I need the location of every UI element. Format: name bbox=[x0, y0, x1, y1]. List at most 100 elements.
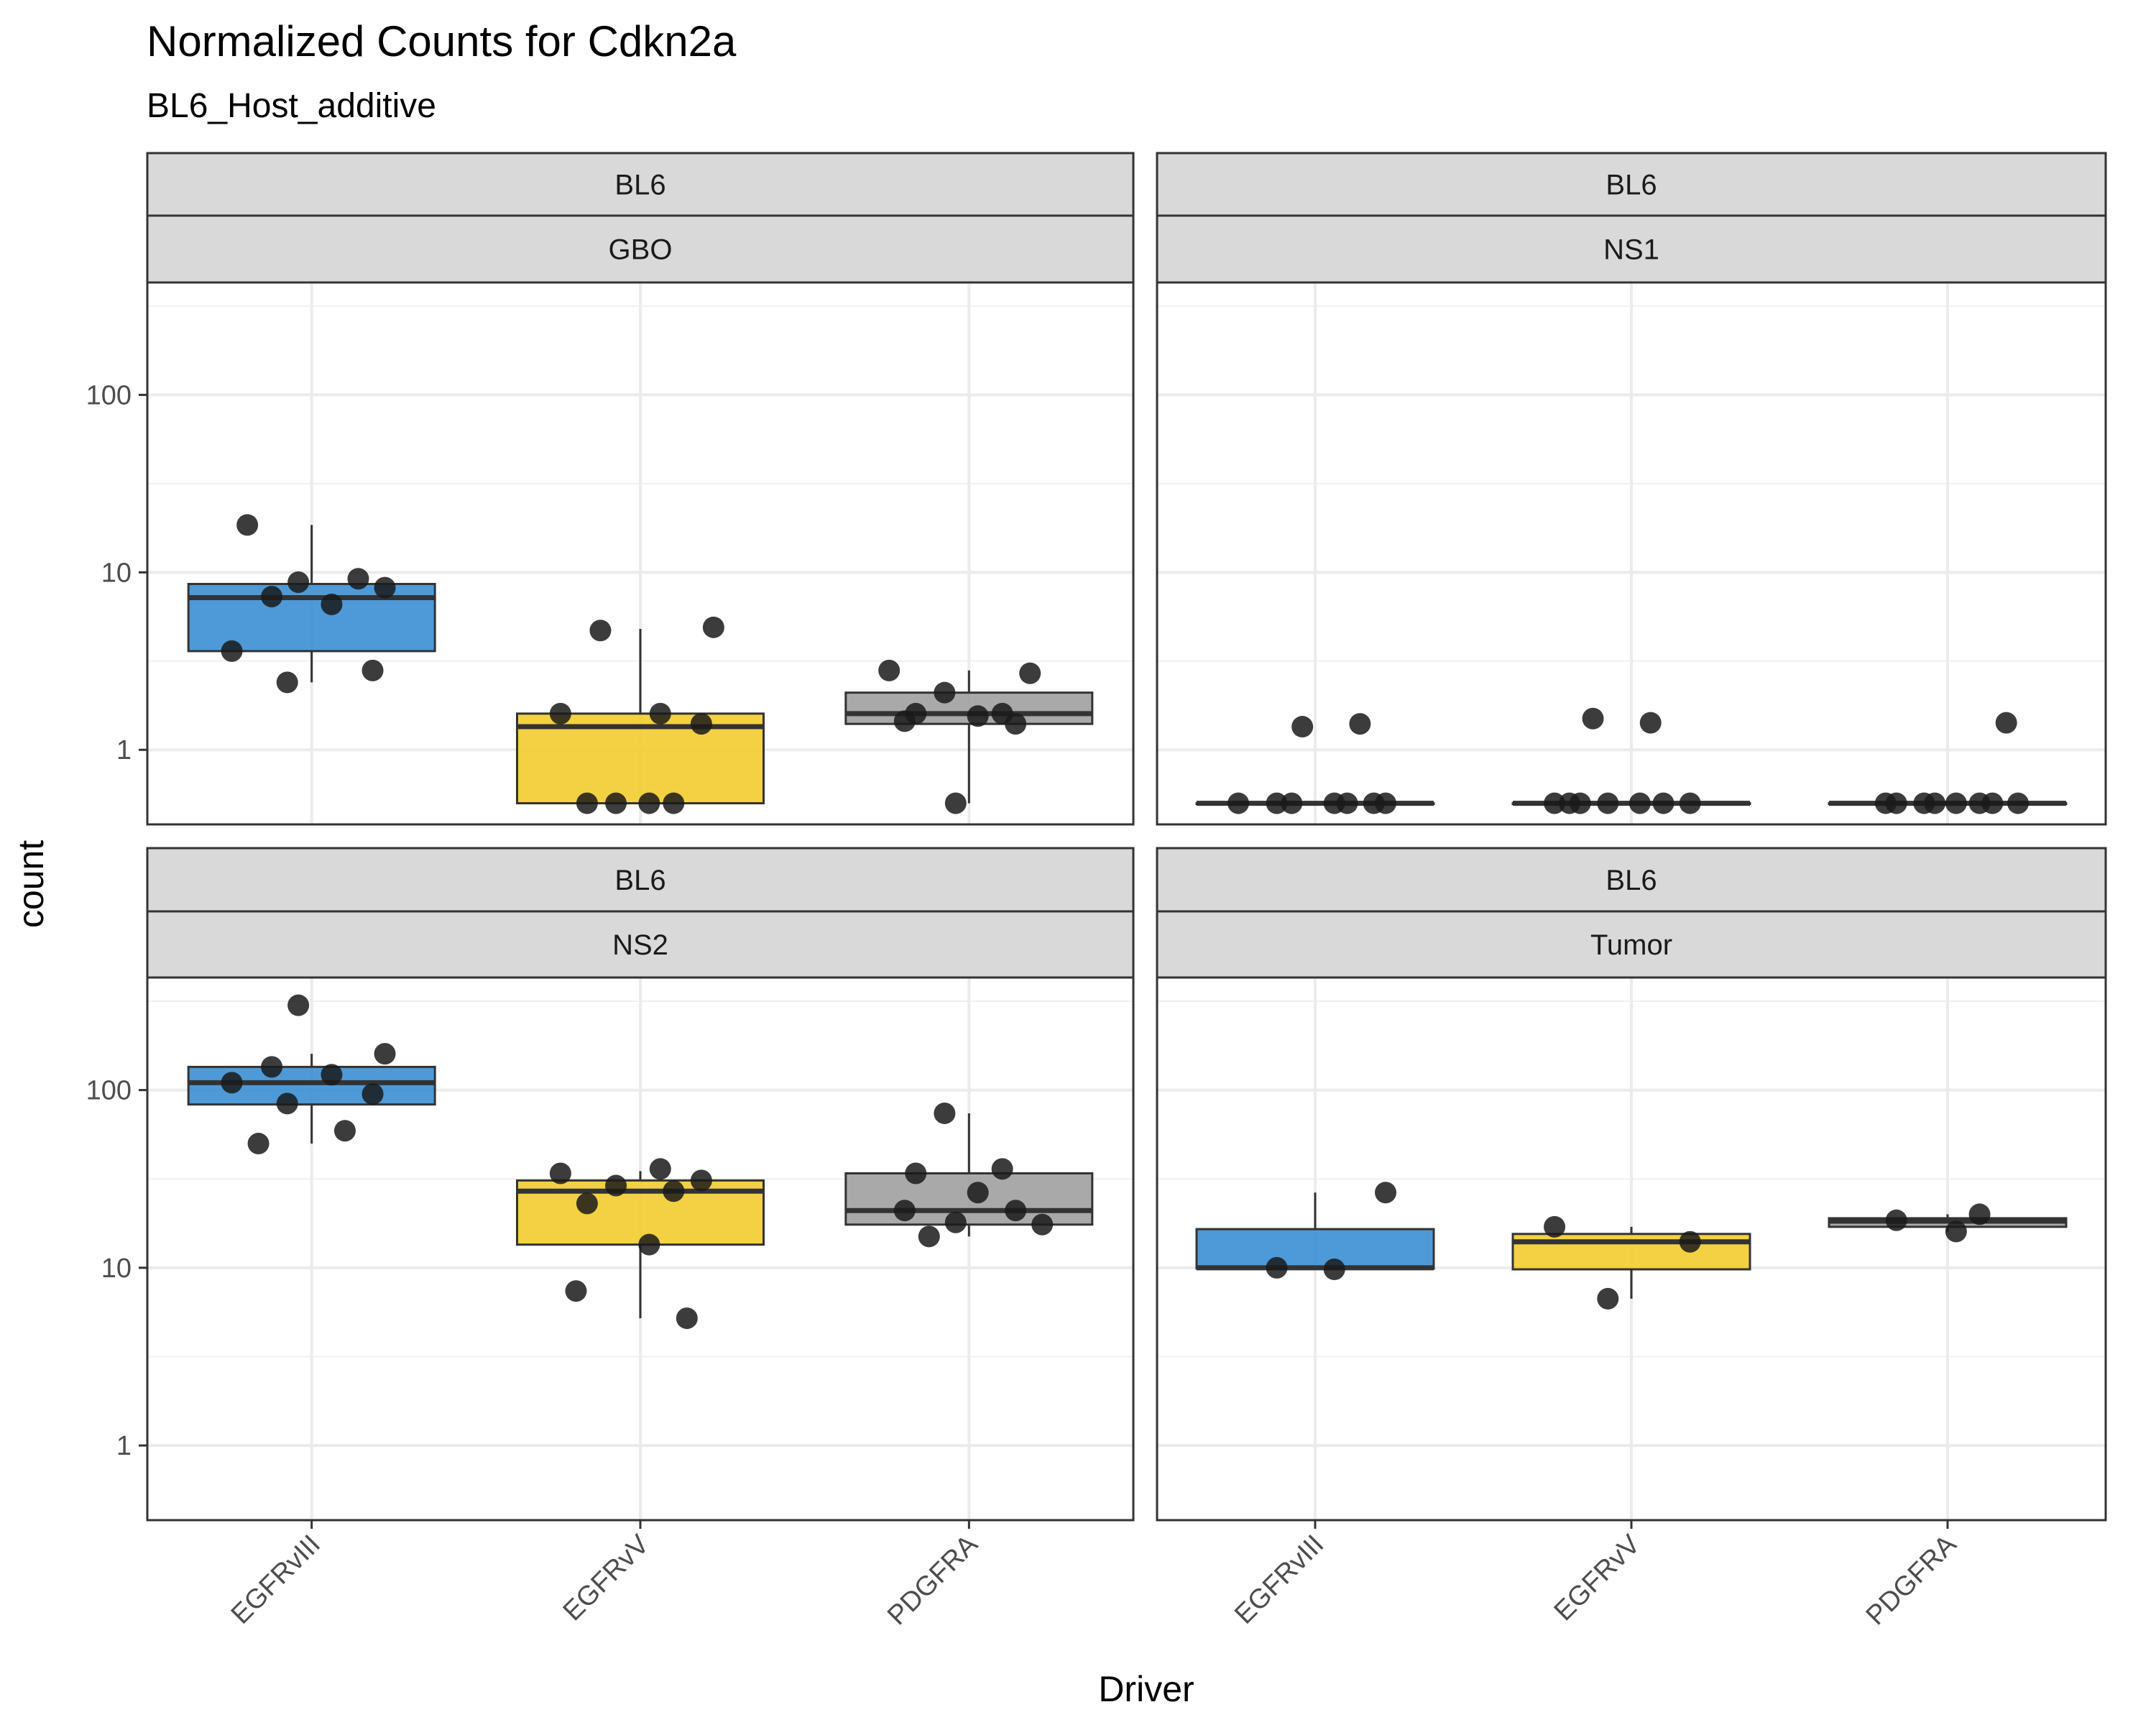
data-point bbox=[1628, 792, 1651, 814]
data-point bbox=[1349, 713, 1371, 735]
data-point bbox=[676, 1307, 698, 1330]
data-point bbox=[261, 586, 283, 608]
facet-strip-bottom-label: NS2 bbox=[612, 929, 668, 961]
data-point bbox=[1639, 712, 1662, 734]
facet-strip-top-label: BL6 bbox=[614, 865, 665, 896]
data-point bbox=[690, 1169, 712, 1192]
facet-strip-top-label: BL6 bbox=[614, 170, 665, 201]
box-pdgfra bbox=[1828, 712, 2068, 814]
data-point bbox=[1375, 1182, 1397, 1204]
data-point bbox=[944, 792, 967, 814]
data-point bbox=[1597, 1287, 1619, 1310]
y-tick-label: 100 bbox=[86, 1076, 132, 1106]
box-egfrvv bbox=[516, 1158, 765, 1330]
data-point bbox=[276, 1092, 298, 1115]
data-point bbox=[944, 1211, 967, 1233]
box-egfrvv bbox=[1511, 707, 1751, 814]
data-point bbox=[1227, 792, 1250, 814]
data-point bbox=[991, 1158, 1013, 1180]
data-point bbox=[934, 681, 956, 704]
data-point bbox=[649, 702, 671, 724]
data-point bbox=[2007, 792, 2030, 814]
data-point bbox=[549, 702, 571, 724]
data-point bbox=[1266, 1256, 1288, 1279]
y-tick-label: 10 bbox=[101, 1254, 132, 1284]
data-point bbox=[1885, 1209, 1907, 1231]
y-axis-title: count bbox=[11, 840, 51, 928]
x-axis-title: Driver bbox=[1098, 1669, 1194, 1709]
data-point bbox=[638, 792, 660, 814]
facet-strip-bottom bbox=[146, 910, 1135, 979]
x-tick-label: PDGFRA bbox=[882, 1529, 984, 1631]
facet-panel: BL6 NS1 bbox=[1156, 152, 2107, 826]
data-point bbox=[690, 713, 712, 735]
facet-panels: BL6 GBO 1 10 100 BL6 NS1 BL6 NS2 1 10 100 EGFRvIII EG… bbox=[86, 152, 2107, 1631]
data-point bbox=[1679, 792, 1701, 814]
facet-strip-top bbox=[146, 847, 1135, 913]
data-point bbox=[638, 1233, 660, 1256]
box-iqr bbox=[844, 1172, 1094, 1226]
box-pdgfra bbox=[844, 659, 1094, 814]
box-iqr bbox=[187, 583, 436, 653]
x-tick-label: EGFRvV bbox=[1549, 1529, 1646, 1627]
facet-panel: BL6 NS2 1 10 100 EGFRvIII EGFRvV PDGFRA bbox=[86, 847, 1135, 1631]
data-point bbox=[663, 1180, 685, 1202]
facet-panel: BL6 Tumor EGFRvIII EGFRvV PDGFRA bbox=[1156, 847, 2107, 1631]
data-point bbox=[605, 792, 627, 814]
data-point bbox=[934, 1102, 956, 1124]
box-egfrviii bbox=[1195, 1182, 1435, 1281]
facet-strip-top-label: BL6 bbox=[1606, 170, 1657, 201]
data-point bbox=[893, 1200, 916, 1222]
data-point bbox=[1266, 792, 1288, 814]
data-point bbox=[221, 1072, 243, 1094]
chart-title: Normalized Counts for Cdkn2a bbox=[147, 17, 737, 65]
data-point bbox=[1874, 792, 1897, 814]
data-point bbox=[893, 710, 916, 732]
data-point bbox=[347, 568, 369, 590]
data-point bbox=[1945, 792, 1967, 814]
data-point bbox=[276, 671, 298, 694]
y-tick-label: 1 bbox=[116, 1431, 132, 1461]
data-point bbox=[605, 1174, 627, 1197]
data-point bbox=[221, 640, 243, 662]
data-point bbox=[236, 514, 259, 536]
data-point bbox=[1968, 1203, 1991, 1225]
data-point bbox=[549, 1162, 571, 1184]
data-point bbox=[1323, 1259, 1345, 1281]
facet-strip-bottom bbox=[146, 214, 1135, 284]
data-point bbox=[1582, 707, 1604, 730]
data-point bbox=[1019, 662, 1041, 684]
data-point bbox=[1281, 792, 1303, 814]
facet-panel: BL6 GBO 1 10 100 bbox=[86, 152, 1135, 826]
facet-strip-top-label: BL6 bbox=[1606, 865, 1657, 896]
data-point bbox=[589, 620, 612, 642]
facet-strip-bottom-label: Tumor bbox=[1590, 929, 1672, 961]
data-point bbox=[1924, 792, 1946, 814]
data-point bbox=[321, 593, 343, 615]
data-point bbox=[576, 1192, 598, 1215]
data-point bbox=[333, 1120, 356, 1142]
box-pdgfra bbox=[1828, 1203, 2068, 1243]
data-point bbox=[321, 1064, 343, 1086]
panel-border bbox=[146, 281, 1135, 826]
facet-strip-bottom-label: NS1 bbox=[1603, 234, 1659, 266]
data-point bbox=[918, 1225, 940, 1248]
data-point bbox=[1005, 713, 1027, 735]
box-egfrviii bbox=[187, 994, 436, 1155]
box-iqr bbox=[1511, 1233, 1751, 1271]
y-tick-label: 1 bbox=[116, 735, 132, 765]
box-egfrviii bbox=[187, 514, 436, 694]
data-point bbox=[1558, 792, 1580, 814]
data-point bbox=[576, 792, 598, 814]
box-pdgfra bbox=[844, 1102, 1094, 1248]
data-point bbox=[905, 1162, 927, 1184]
data-point bbox=[663, 792, 685, 814]
box-egfrvv bbox=[516, 616, 765, 814]
data-point bbox=[1291, 716, 1314, 738]
data-point bbox=[247, 1133, 270, 1155]
facet-strip-top bbox=[1156, 152, 2107, 217]
data-point bbox=[1363, 792, 1385, 814]
facet-strip-top bbox=[146, 152, 1135, 217]
data-point bbox=[1597, 792, 1619, 814]
